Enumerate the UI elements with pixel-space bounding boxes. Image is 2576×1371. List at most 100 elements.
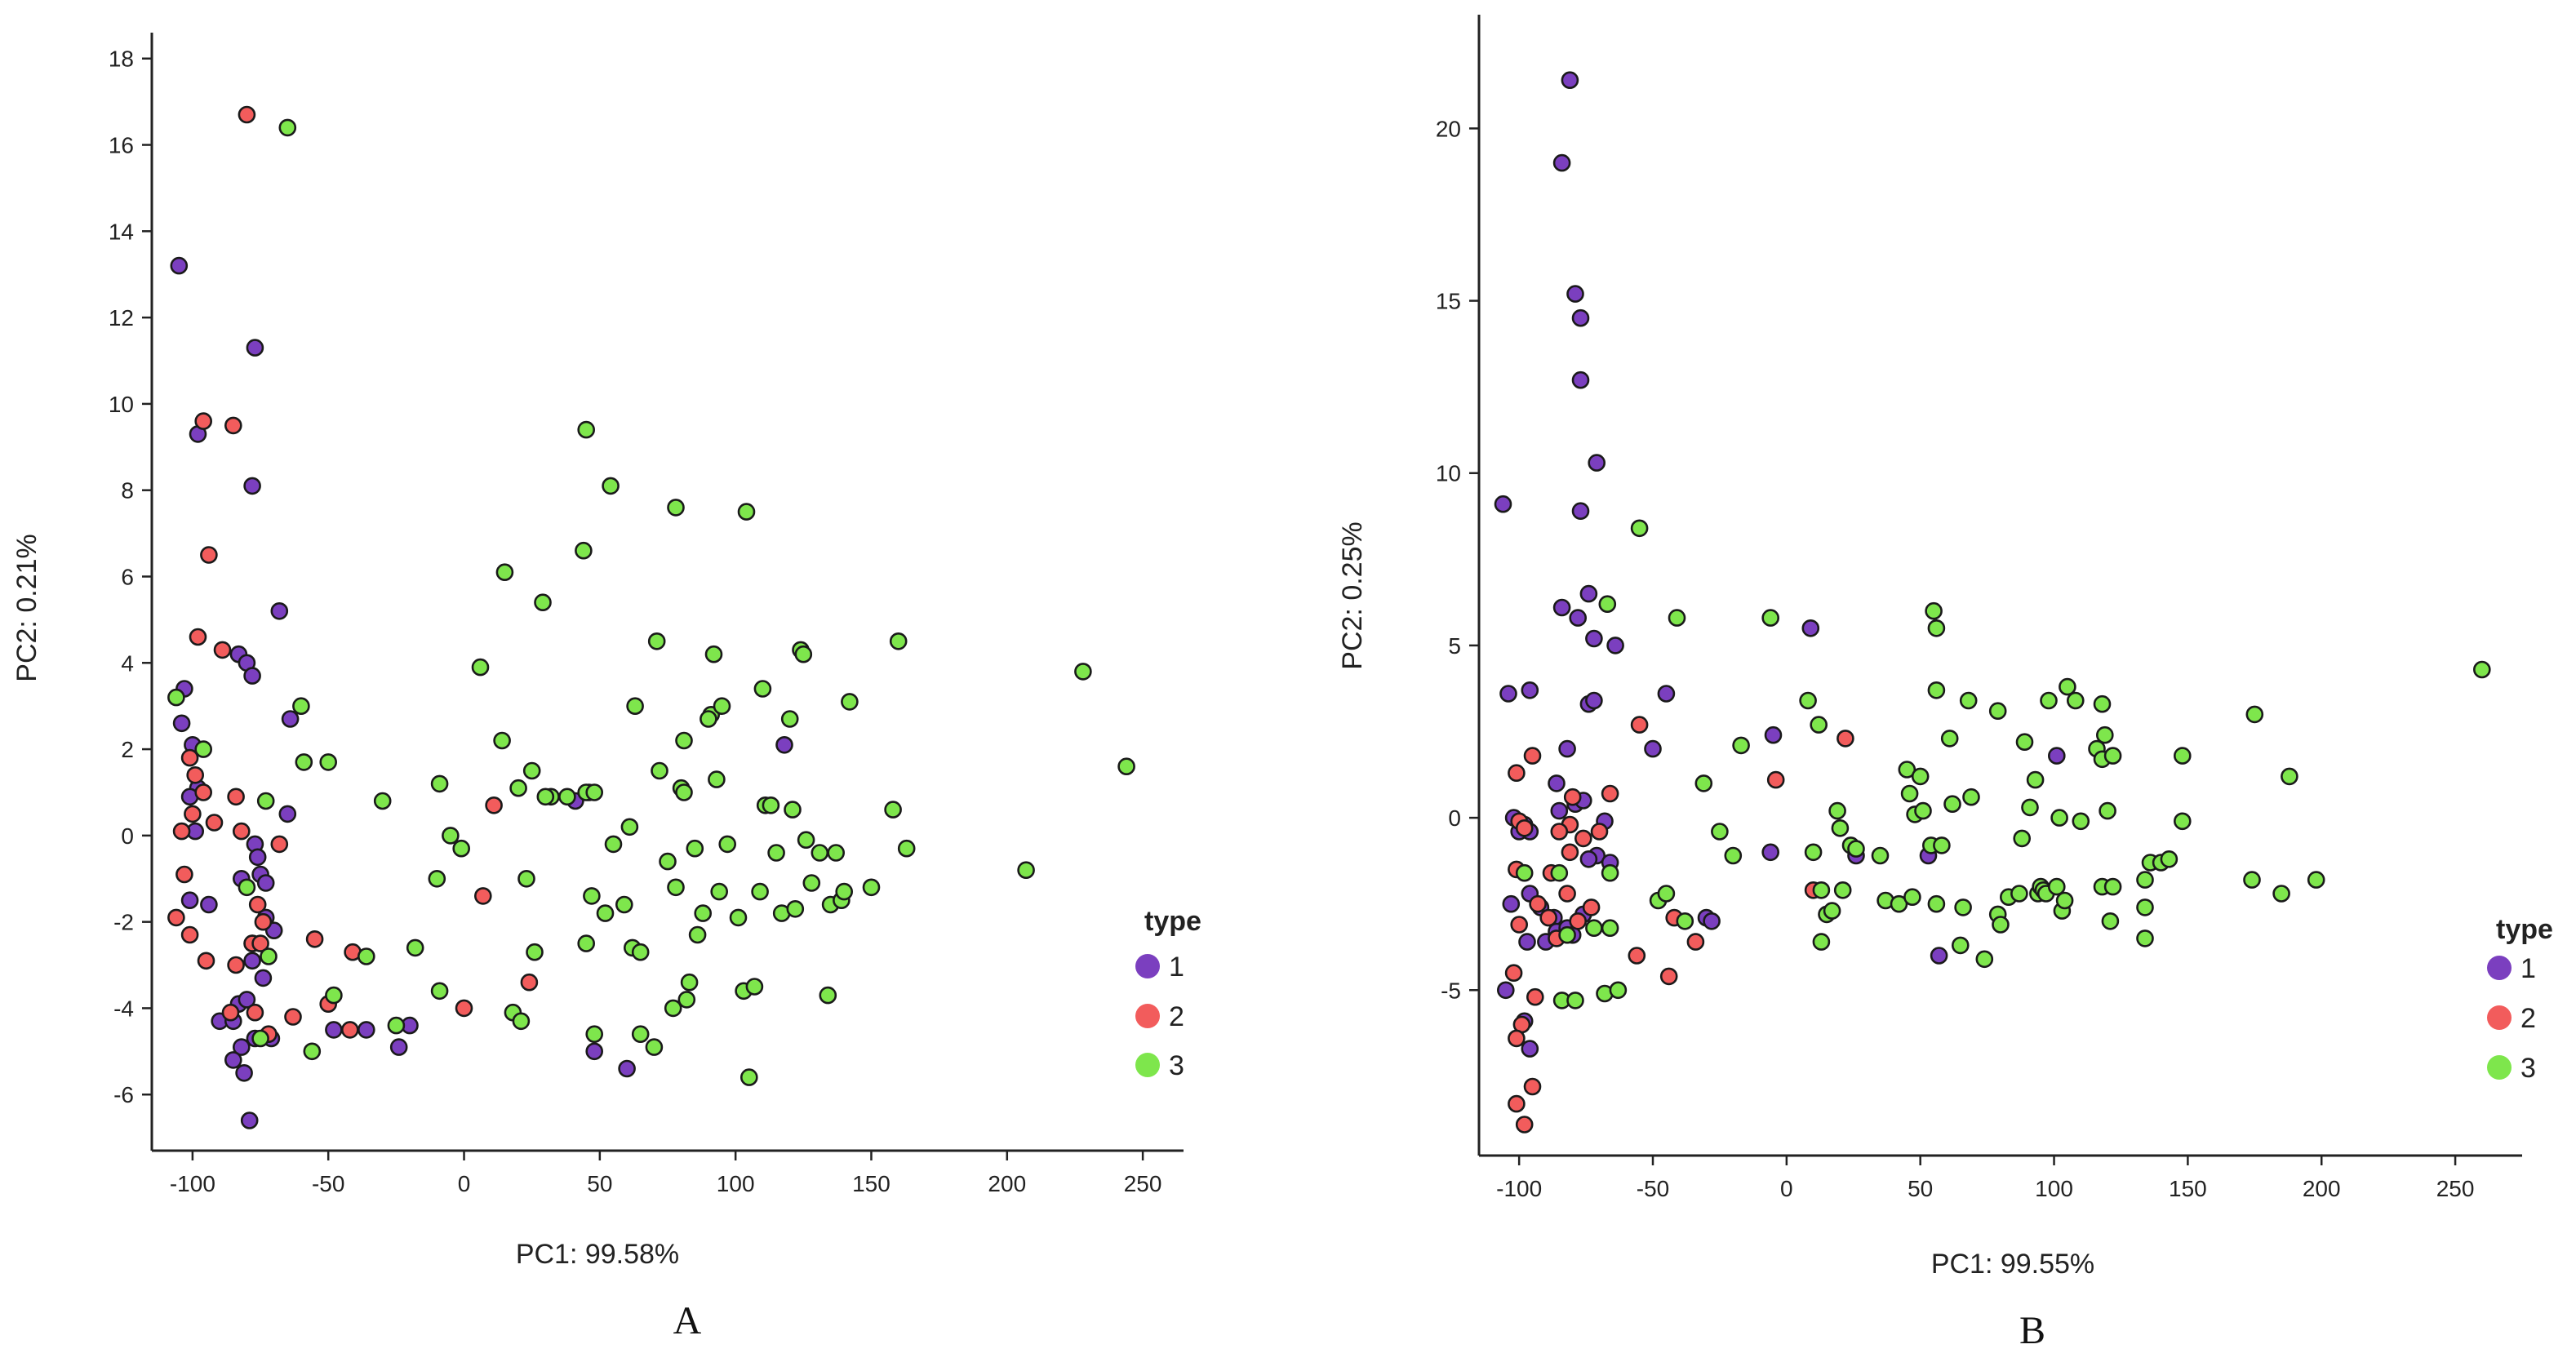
point-a-type3-85 [811, 844, 829, 862]
point-a-type1-10 [172, 714, 191, 733]
point-b-type1-10 [1569, 609, 1587, 627]
point-b-type3-70 [2050, 809, 2068, 827]
legend-a: type 1 2 3 [1135, 906, 1201, 1081]
point-b-type3-73 [2059, 677, 2076, 696]
point-a-type3-18 [428, 870, 446, 888]
point-b-type2-30 [1686, 933, 1705, 951]
point-b-type2-4 [1563, 788, 1582, 806]
points-group-a [167, 105, 1135, 1129]
point-b-type3-43 [1925, 601, 1943, 620]
point-a-type3-20 [452, 839, 471, 858]
point-a-type3-78 [780, 710, 799, 728]
point-b-type1-2 [1566, 285, 1584, 303]
point-a-type2-1 [194, 412, 212, 430]
point-b-type3-85 [2136, 871, 2154, 889]
point-b-type3-38 [1903, 888, 1921, 906]
point-a-type2-35 [520, 973, 539, 992]
y-tick-label-a-9: 12 [109, 305, 134, 331]
point-b-type3-97 [2307, 871, 2325, 889]
point-a-type3-13 [373, 792, 392, 810]
point-a-type3-51 [664, 999, 682, 1018]
point-a-type3-44 [626, 697, 644, 716]
point-a-type2-6 [180, 748, 199, 767]
point-a-type3-92 [862, 878, 881, 897]
point-a-type1-17 [248, 848, 267, 867]
point-a-type1-25 [243, 952, 261, 970]
point-b-type3-16 [1676, 912, 1694, 930]
point-a-type3-55 [675, 731, 693, 750]
point-b-type3-96 [2281, 767, 2298, 786]
point-b-type3-82 [2101, 912, 2120, 930]
point-b-type3-13 [1609, 981, 1628, 1000]
point-b-type3-92 [2174, 812, 2192, 831]
point-b-type1-7 [1494, 495, 1512, 513]
point-b-type2-0 [1508, 764, 1526, 783]
point-b-type3-78 [2093, 694, 2112, 713]
point-b-type3-11 [1566, 992, 1584, 1009]
point-a-type3-39 [602, 477, 620, 495]
point-a-type1-35 [235, 1064, 253, 1082]
point-b-type1-41 [1497, 981, 1515, 1000]
point-b-type1-46 [1764, 725, 1783, 744]
x-ticks-b: -100 -50 0 50 100 150 200 250 [1496, 1156, 2474, 1201]
point-a-type2-7 [186, 765, 204, 784]
point-b-type1-48 [1801, 619, 1820, 637]
point-a-type3-4 [260, 947, 278, 965]
point-b-type3-53 [1962, 788, 1980, 806]
point-a-type3-100 [585, 783, 604, 801]
point-b-type2-12 [1558, 885, 1576, 903]
point-a-type3-25 [517, 870, 535, 888]
point-b-type3-20 [1732, 736, 1750, 755]
x-tick-label-a-4: 100 [717, 1171, 755, 1196]
point-b-type3-9 [1601, 919, 1619, 937]
point-b-type3-6 [1601, 863, 1619, 882]
point-b-type2-7 [1574, 829, 1592, 848]
point-a-type3-58 [688, 925, 707, 944]
point-b-type3-57 [1992, 916, 2010, 934]
point-b-type3-46 [1927, 894, 1946, 913]
point-b-type3-7 [1558, 925, 1576, 944]
point-a-type3-94 [889, 632, 908, 650]
point-b-type2-9 [1601, 784, 1619, 803]
point-b-type3-18 [1711, 823, 1729, 841]
point-a-type1-0 [170, 256, 189, 275]
point-a-type3-16 [430, 982, 449, 1001]
x-tick-label-b-3: 50 [1908, 1176, 1933, 1201]
point-b-type3-0 [1630, 519, 1649, 538]
point-a-type2-8 [194, 783, 212, 801]
point-b-type3-2 [1668, 609, 1686, 627]
point-a-type2-10 [184, 805, 202, 823]
point-a-type2-15 [167, 908, 185, 927]
point-a-type3-65 [713, 697, 731, 716]
x-axis-title-a: PC1: 99.58% [516, 1239, 679, 1270]
point-a-type3-103 [675, 783, 693, 801]
legend-label-b-3: 3 [2520, 1053, 2536, 1084]
point-b-type3-8 [1585, 919, 1603, 937]
point-b-type1-14 [1521, 681, 1539, 699]
point-a-type3-9 [319, 753, 338, 771]
point-a-type2-20 [227, 956, 245, 974]
point-a-type3-69 [737, 503, 756, 521]
legend-title-a: type [1144, 906, 1201, 937]
point-a-type2-4 [189, 628, 207, 646]
point-b-type3-37 [1900, 784, 1919, 803]
point-a-type3-6 [251, 1029, 269, 1048]
point-b-type3-15 [1657, 885, 1676, 903]
point-b-type2-2 [1515, 819, 1534, 837]
point-a-type3-71 [745, 978, 764, 996]
legend-swatch-a-2 [1135, 1004, 1160, 1028]
point-a-type3-7 [292, 697, 310, 716]
point-a-type3-73 [753, 680, 772, 698]
point-a-type3-17 [430, 774, 449, 793]
point-b-type3-28 [1831, 819, 1850, 837]
y-tick-label-b-2: 5 [1448, 633, 1461, 659]
x-tick-label-a-1: -50 [312, 1171, 344, 1196]
point-a-type3-75 [762, 796, 780, 814]
point-b-type3-90 [2160, 850, 2178, 868]
point-a-type3-82 [794, 645, 813, 663]
point-a-type2-24 [284, 1008, 302, 1026]
point-b-type3-68 [2040, 691, 2058, 710]
point-a-type3-2 [194, 740, 212, 758]
